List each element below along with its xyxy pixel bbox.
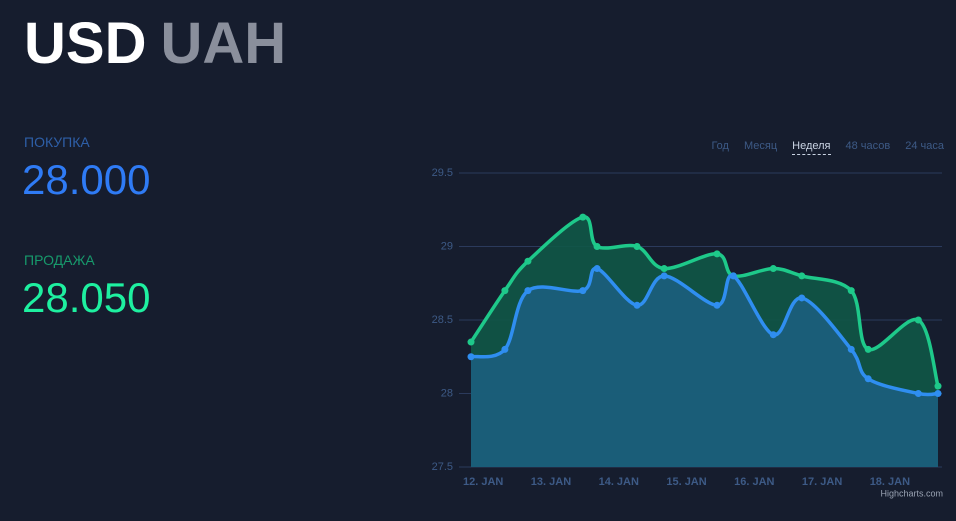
y-tick-label: 27.5 xyxy=(432,461,453,473)
point xyxy=(467,353,475,361)
sell-label: ПРОДАЖА xyxy=(24,252,95,268)
x-tick-label: 14. JAN xyxy=(599,476,639,488)
point xyxy=(864,345,872,353)
tab[interactable]: 48 часов xyxy=(845,140,891,152)
point xyxy=(660,272,668,280)
point xyxy=(713,301,721,309)
point xyxy=(769,265,777,273)
point xyxy=(713,250,721,258)
x-tick-label: 15. JAN xyxy=(666,476,706,488)
point xyxy=(579,213,587,221)
point xyxy=(633,301,641,309)
y-tick-label: 28 xyxy=(441,387,453,399)
quote-currency: UAH xyxy=(160,11,287,76)
point xyxy=(934,382,942,390)
buy-label: ПОКУПКА xyxy=(24,134,90,150)
point xyxy=(593,265,601,273)
point xyxy=(729,272,737,280)
y-tick-label: 28.5 xyxy=(432,314,453,326)
x-tick-label: 18. JAN xyxy=(870,476,910,488)
point xyxy=(847,287,855,295)
point xyxy=(467,338,475,346)
point xyxy=(847,345,855,353)
x-tick-label: 12. JAN xyxy=(463,476,503,488)
credit[interactable]: Highcharts.com xyxy=(880,488,943,498)
tab-active[interactable]: Неделя xyxy=(792,140,831,155)
point xyxy=(934,390,942,397)
point xyxy=(524,257,532,265)
currency-pair: USD UAH xyxy=(24,10,286,77)
point xyxy=(798,272,806,280)
point xyxy=(914,390,922,397)
x-tick-label: 16. JAN xyxy=(734,476,774,488)
area xyxy=(471,268,938,467)
point xyxy=(769,331,777,339)
point xyxy=(914,316,922,324)
point xyxy=(798,294,806,302)
point xyxy=(593,243,601,250)
point xyxy=(864,375,872,383)
tab[interactable]: 24 часа xyxy=(905,140,944,152)
y-tick-label: 29.5 xyxy=(432,167,453,179)
x-tick-label: 13. JAN xyxy=(531,476,571,488)
tab[interactable]: Месяц xyxy=(743,140,778,152)
buy-rate: 28.000 xyxy=(22,156,151,203)
y-tick-label: 29 xyxy=(441,240,453,252)
point xyxy=(501,287,509,295)
point xyxy=(660,265,668,273)
range-tabs: Год Месяц Неделя 48 часов 24 часа xyxy=(711,140,944,155)
tab[interactable]: Год xyxy=(711,140,729,152)
point xyxy=(501,345,509,353)
point xyxy=(633,243,641,250)
x-tick-label: 17. JAN xyxy=(802,476,842,488)
point xyxy=(579,287,587,295)
base-currency: USD xyxy=(24,11,147,76)
sell-rate: 28.050 xyxy=(22,274,151,321)
point xyxy=(524,287,532,295)
